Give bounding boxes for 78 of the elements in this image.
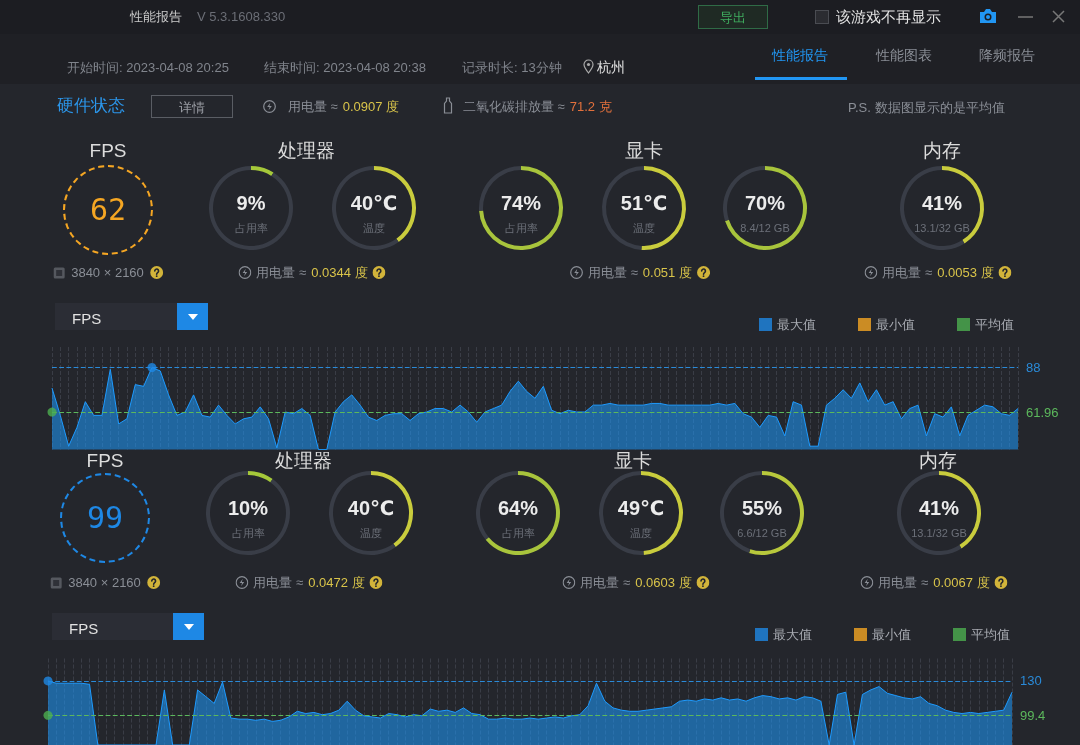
text: 用电量 ≈ <box>882 265 933 280</box>
text: 用电量 ≈ <box>288 99 338 114</box>
y-tick-label: 88 <box>1026 360 1041 376</box>
text: 详情 <box>179 99 205 114</box>
text: 0.0472 度 <box>308 575 365 590</box>
text: 8.4/12 GB <box>740 221 790 234</box>
text: 0.051 度 <box>642 265 692 280</box>
text: 显卡 <box>614 450 652 471</box>
data-label: 9% <box>236 192 266 214</box>
text: 内存 <box>923 140 961 161</box>
text: 用电量 ≈ <box>256 265 307 280</box>
legend-label: 最大值 <box>773 627 812 642</box>
text: 0.0053 度 <box>937 265 994 280</box>
text: 性能报告 <box>130 9 182 24</box>
text: 6.6/12 GB <box>737 526 787 539</box>
data-label: 70% <box>744 192 786 214</box>
data-label: 10% <box>227 497 269 519</box>
data-label: 64% <box>497 497 539 519</box>
text: 处理器 <box>277 140 335 161</box>
legend-label: 平均值 <box>971 627 1010 642</box>
text: 用电量 ≈ <box>580 575 631 590</box>
y-tick-label: 99.4 <box>1020 707 1046 723</box>
text: 处理器 <box>274 450 332 471</box>
text: 该游戏不再显示 <box>836 8 941 25</box>
text: 13.1/32 GB <box>911 526 967 539</box>
data-label: 41% <box>921 192 963 214</box>
text: 99 <box>86 500 124 535</box>
text: FPS <box>89 140 127 161</box>
text: 温度 <box>633 221 655 234</box>
chart-title: FPS <box>72 310 102 327</box>
text: 71.2 克 <box>569 99 612 114</box>
data-label: 49℃ <box>617 497 665 519</box>
y-tick-label: 130 <box>1020 673 1042 689</box>
text: 占用率 <box>234 221 268 234</box>
text: 62 <box>89 192 127 227</box>
data-label: 40℃ <box>347 497 395 519</box>
text: 温度 <box>360 526 382 539</box>
text: 二氧化碳排放量 ≈ <box>463 99 565 114</box>
text: 硬件状态 <box>57 96 125 115</box>
text: 0.0907 度 <box>342 99 400 114</box>
data-label: 40℃ <box>350 192 398 214</box>
text: 性能报告 <box>772 47 828 63</box>
legend-label: 最大值 <box>777 317 816 332</box>
text: 0.0603 度 <box>635 575 692 590</box>
text: 13.1/32 GB <box>914 221 970 234</box>
text: 降频报告 <box>979 47 1035 63</box>
text: 显卡 <box>625 140 663 161</box>
text: 内存 <box>919 450 957 471</box>
data-label: 55% <box>741 497 783 519</box>
chart-title: FPS <box>69 620 99 637</box>
data-label: 41% <box>918 497 960 519</box>
data-label: 74% <box>500 192 542 214</box>
text: 导出 <box>720 9 746 25</box>
text: P.S. 数据图显示的是平均值 <box>848 100 1005 115</box>
text: 杭州 <box>597 59 625 75</box>
text: 用电量 ≈ <box>588 265 638 280</box>
text: 用电量 ≈ <box>253 575 304 590</box>
text: 占用率 <box>501 526 535 539</box>
y-tick-label: 61.96 <box>1026 404 1059 420</box>
text: 温度 <box>630 526 652 539</box>
text: FPS <box>86 450 124 471</box>
legend-label: 平均值 <box>975 317 1014 332</box>
text: 3840 × 2160 <box>71 265 144 280</box>
text: 结束时间: 2023-04-08 20:38 <box>264 60 426 75</box>
text: 记录时长: 13分钟 <box>462 60 562 75</box>
text: 开始时间: 2023-04-08 20:25 <box>67 60 229 75</box>
text: 占用率 <box>504 221 538 234</box>
text: V 5.3.1608.330 <box>197 9 286 24</box>
legend-label: 最小值 <box>872 627 911 642</box>
text: 0.0067 度 <box>933 575 990 590</box>
legend-label: 最小值 <box>876 317 915 332</box>
text: 性能图表 <box>876 47 932 63</box>
data-label: 51℃ <box>620 192 668 214</box>
text: 用电量 ≈ <box>878 575 929 590</box>
text: 3840 × 2160 <box>68 575 141 590</box>
text: 温度 <box>363 221 385 234</box>
text: 0.0344 度 <box>311 265 368 280</box>
text: 占用率 <box>231 526 265 539</box>
